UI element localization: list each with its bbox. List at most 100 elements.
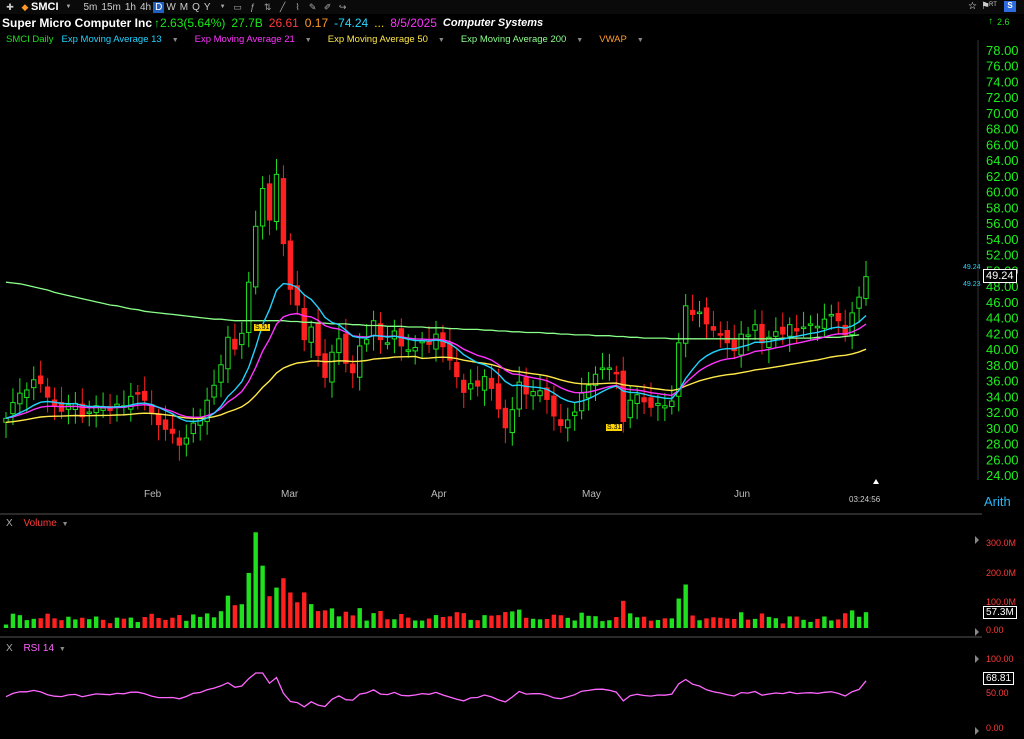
volume-bar (211, 617, 217, 628)
price-tick: 44.00 (986, 311, 1019, 326)
tf-15m[interactable]: 15m (101, 1, 121, 13)
volume-bar (815, 618, 820, 628)
chevron-down-icon[interactable]: ▼ (65, 4, 72, 10)
volume-bar (725, 618, 730, 628)
axis-mode[interactable]: Arith (984, 494, 1011, 509)
candle-body (849, 312, 855, 336)
tf-5m[interactable]: 5m (83, 1, 98, 13)
candle-body (835, 312, 841, 322)
tf-1h[interactable]: 1h (124, 1, 136, 13)
volume-bar (829, 620, 834, 628)
rsi-axis-arrow (975, 727, 979, 735)
candle-body (710, 326, 717, 331)
candle-body (572, 411, 578, 417)
last-price-tag: 49.24 (983, 269, 1017, 283)
candle-body (183, 437, 190, 445)
volume-bar (842, 613, 848, 628)
candle-body (592, 373, 599, 386)
legend-smci-daily[interactable]: SMCI Daily (6, 34, 54, 45)
flag-icon[interactable]: ⚑ (981, 1, 990, 12)
marker-split[interactable]: S.51 (254, 324, 271, 331)
volume-bar (149, 613, 154, 628)
share-icon[interactable]: ↪ (338, 1, 347, 12)
candle-body (10, 402, 16, 415)
chevron-down-icon[interactable]: ▼ (171, 37, 179, 44)
vol-axis-300: 300.0M (986, 538, 1017, 548)
chart-type-icon[interactable]: ▭ (233, 1, 242, 12)
chevron-down-icon[interactable]: ▼ (58, 646, 66, 653)
tf-quarterly[interactable]: Q (192, 1, 200, 13)
tf-weekly[interactable]: W (166, 1, 176, 13)
pencil-icon[interactable]: ✎ (308, 1, 317, 12)
scroll-arrow-icon (873, 479, 879, 484)
volume-bar (586, 615, 591, 628)
marker-split-2[interactable]: S.31 (606, 424, 623, 431)
volume-bar (856, 616, 862, 628)
price-tick: 62.00 (986, 169, 1019, 184)
volume-bar (38, 618, 43, 628)
legend-ema50[interactable]: Exp Moving Average 50 ▼ (328, 34, 453, 46)
month-may: May (582, 489, 601, 500)
chevron-down-icon[interactable]: ▼ (437, 37, 445, 44)
volume-bar (73, 619, 78, 628)
candle-body (135, 392, 141, 395)
close-icon[interactable]: X (6, 643, 13, 654)
draw-line-icon[interactable]: ╱ (279, 1, 286, 12)
month-feb: Feb (144, 489, 162, 500)
price-tick: 30.00 (986, 421, 1019, 436)
price-tick: 66.00 (986, 137, 1019, 152)
candle-body (488, 377, 495, 389)
more-dots[interactable]: ... (374, 16, 385, 30)
price-tick: 32.00 (986, 405, 1019, 420)
tf-daily[interactable]: D (153, 1, 165, 13)
legend-ema200[interactable]: Exp Moving Average 200 ▼ (461, 34, 591, 46)
chevron-down-icon[interactable]: ▼ (61, 521, 69, 528)
market-cap: 27.7B (231, 16, 263, 30)
candle-body (481, 376, 488, 391)
candle-body (613, 371, 620, 375)
add-icon[interactable]: ✚ (6, 1, 14, 12)
close-icon[interactable]: X (6, 518, 13, 529)
chevron-down-icon[interactable]: ▼ (576, 37, 584, 44)
chevron-down-icon[interactable]: ▼ (636, 37, 644, 44)
volume-label[interactable]: Volume (23, 518, 57, 529)
volume-bar (447, 616, 453, 628)
star-icon[interactable]: ☆ (968, 1, 977, 12)
indicators-icon[interactable]: ƒ (250, 2, 256, 12)
candle-body (807, 323, 814, 326)
candle-body (842, 324, 848, 336)
candle-body (454, 362, 460, 378)
volume-bar (52, 618, 57, 628)
measure-icon[interactable]: ⌇ (295, 1, 300, 12)
chevron-down-icon[interactable]: ▼ (304, 37, 312, 44)
candle-body (717, 333, 724, 336)
candle-body (689, 309, 696, 315)
tf-yearly[interactable]: Y (203, 1, 211, 13)
symbol-input[interactable]: SMCI (31, 1, 59, 13)
candle-body (155, 414, 162, 426)
rsi-label[interactable]: RSI 14 (23, 643, 55, 654)
candle-body (676, 342, 682, 397)
compare-icon[interactable]: ⇅ (263, 1, 272, 12)
legend-ema21[interactable]: Exp Moving Average 21 ▼ (195, 34, 320, 46)
legend-ema13[interactable]: Exp Moving Average 13 ▼ (62, 34, 187, 46)
rsi-axis-arrow (975, 655, 979, 663)
settings-icon[interactable]: S (1004, 1, 1016, 12)
price-tick: 68.00 (986, 122, 1019, 137)
eps-value: 0.17 (304, 16, 329, 30)
candle-body (128, 395, 134, 410)
candle-body (495, 383, 502, 410)
rsi-axis-50: 50.00 (986, 688, 1009, 698)
rsi-last-tag: 68.81 (983, 672, 1015, 685)
candle-body (211, 384, 217, 398)
tf-4h[interactable]: 4h (139, 1, 152, 13)
candle-body (322, 353, 328, 378)
legend-vwap[interactable]: VWAP ▼ (599, 34, 652, 46)
chevron-down-icon[interactable]: ▼ (219, 4, 226, 10)
tf-monthly[interactable]: M (179, 1, 189, 13)
brush-icon[interactable]: ✐ (323, 1, 332, 12)
candle-body (301, 308, 307, 341)
candle-body (204, 399, 210, 422)
vol-axis-100: 100.0M (986, 597, 1017, 607)
